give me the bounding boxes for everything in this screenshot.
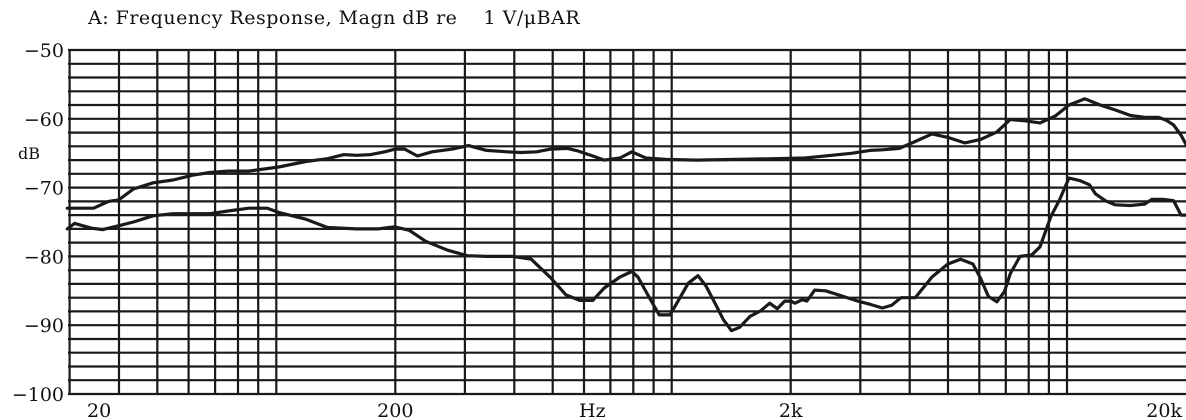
chart-title: A: Frequency Response, Magn dB re 1 V/μB… (87, 7, 580, 29)
grid-lines (68, 48, 1186, 396)
x-tick-label: 20 (87, 400, 111, 420)
x-tick-label: 200 (377, 400, 413, 420)
x-tick-label: 20k (1146, 400, 1182, 420)
y-axis-label: dB (18, 144, 40, 163)
response-trace-2 (65, 176, 1186, 333)
y-tick-label: −60 (24, 109, 64, 131)
y-tick-label: −100 (12, 384, 64, 406)
y-axis-tick-labels: −50 −60 −70 −80 −90 −100 (12, 40, 64, 406)
y-tick-label: −80 (24, 246, 64, 268)
x-tick-label: 2k (779, 400, 803, 420)
y-tick-label: −90 (24, 315, 64, 337)
x-axis-tick-labels: 20 200 2k 20k (87, 400, 1182, 420)
response-traces (65, 97, 1186, 333)
y-tick-label: −50 (24, 40, 64, 62)
x-axis-label: Hz (579, 400, 606, 420)
y-tick-label: −70 (24, 178, 64, 200)
response-trace-1 (65, 97, 1186, 210)
